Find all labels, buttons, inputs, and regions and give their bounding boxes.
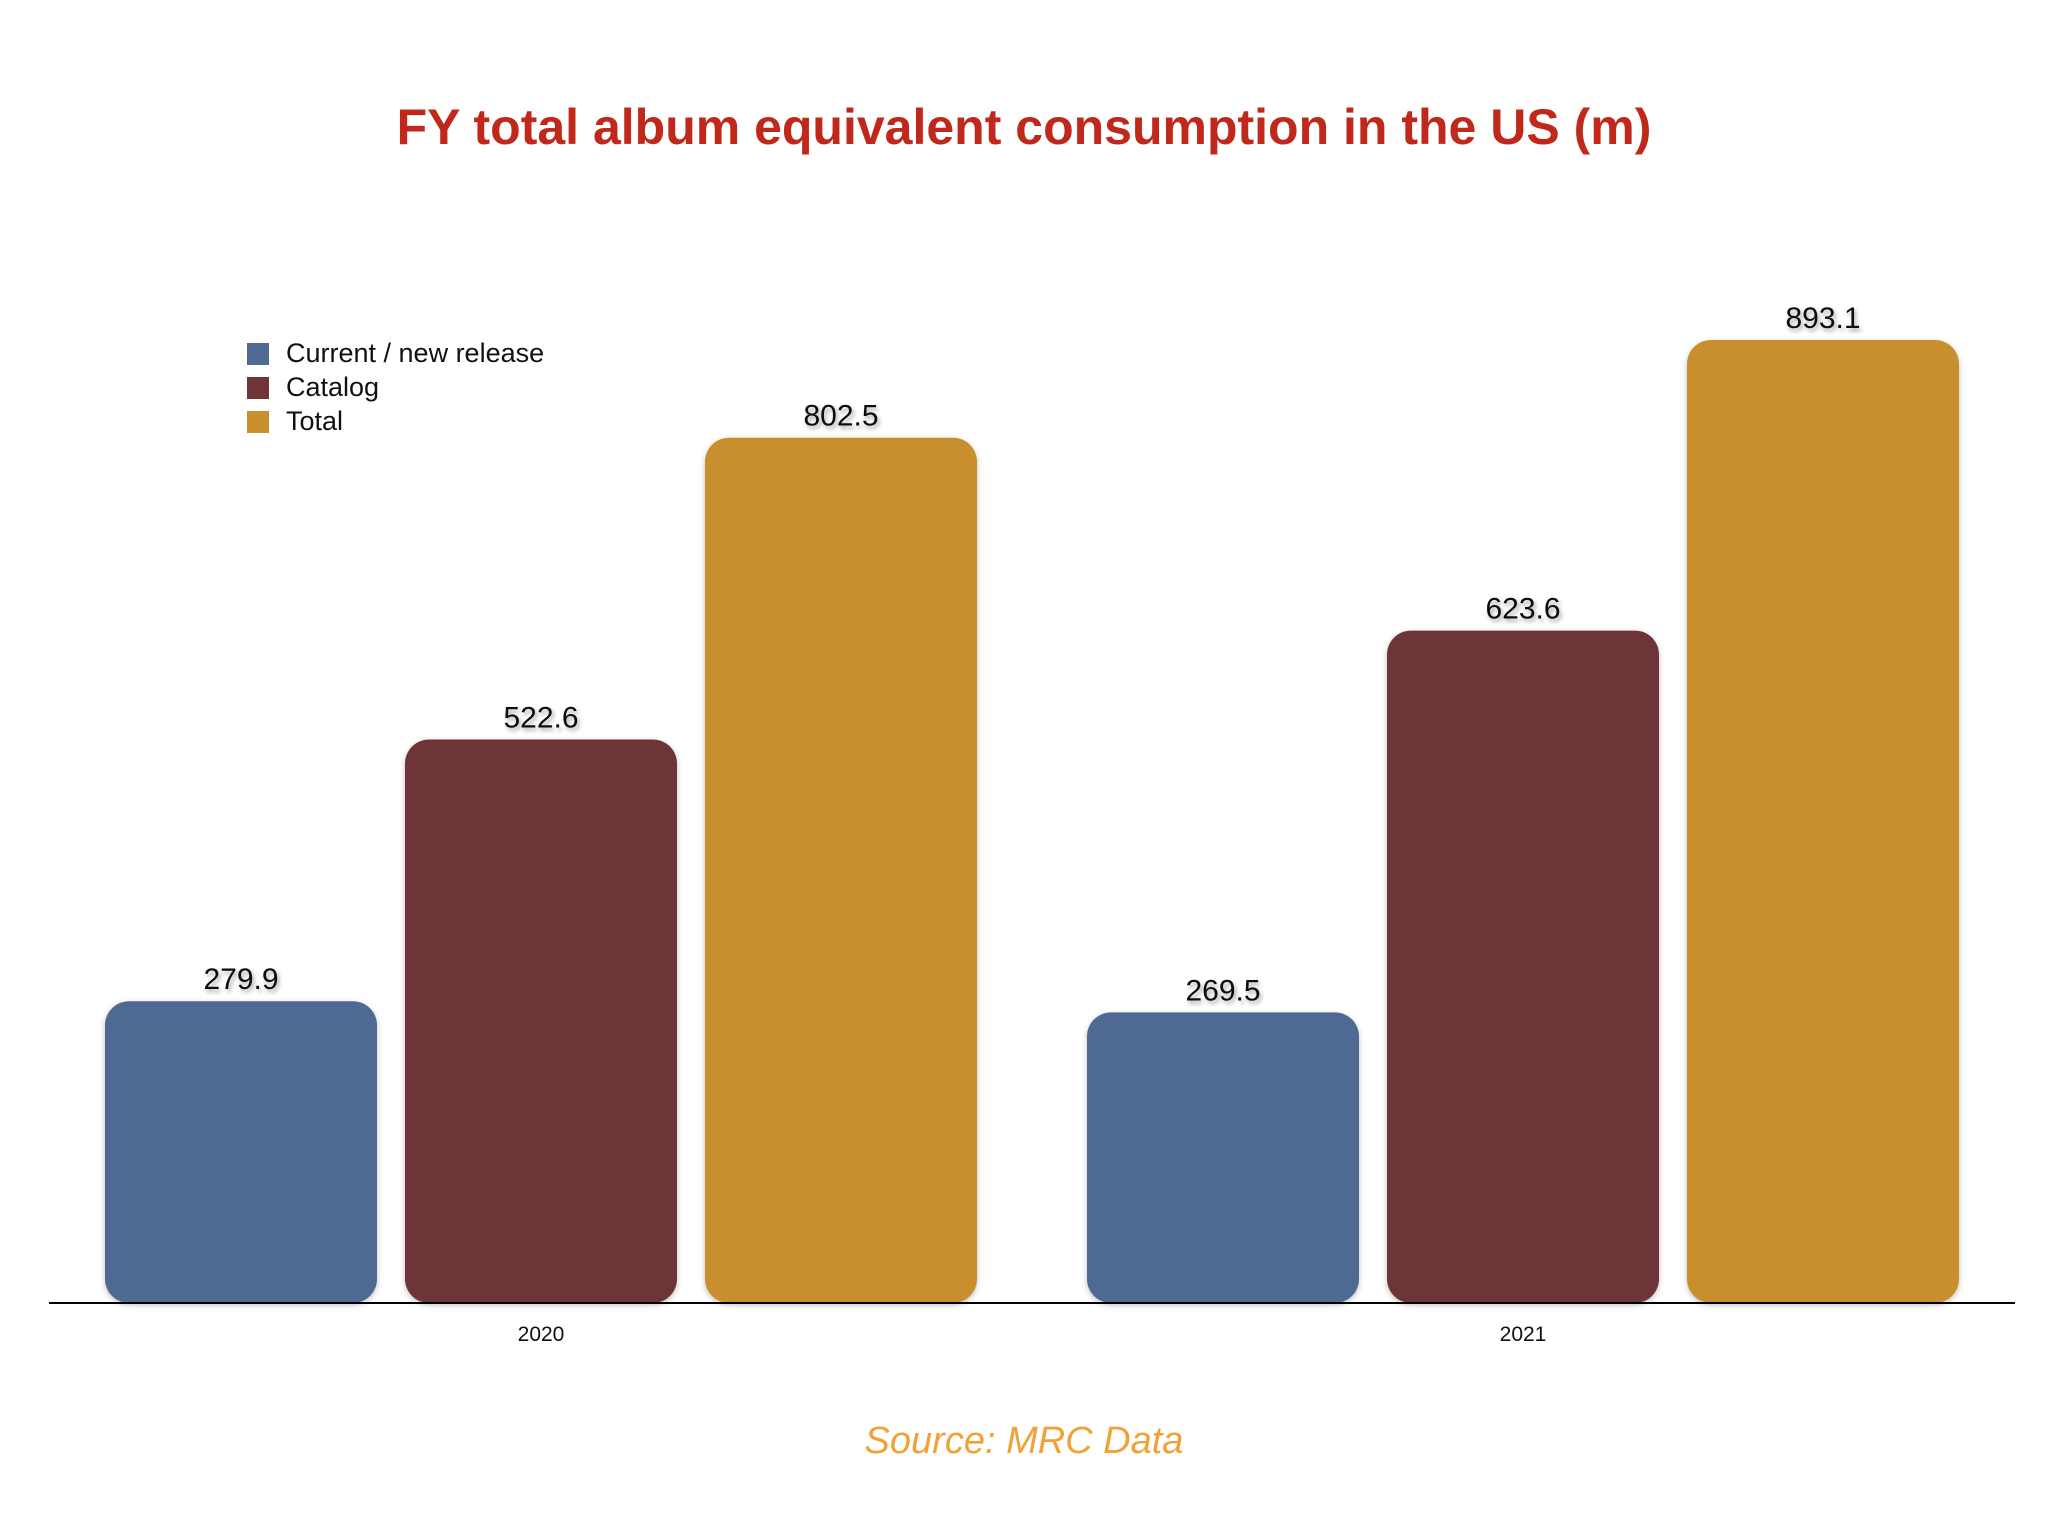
- legend-swatch-current-new-release: [247, 343, 269, 365]
- data-label-total-2020: 802.5: [803, 400, 878, 433]
- data-label-catalog-2021: 623.6: [1485, 593, 1560, 626]
- x-tick-labels: 2020 2021: [518, 1323, 1547, 1346]
- bar-total-2021: [1687, 340, 1959, 1303]
- chart-title: FY total album equivalent consumption in…: [396, 99, 1652, 155]
- legend-label-catalog: Catalog: [286, 372, 379, 402]
- bar-catalog-2020: [405, 739, 677, 1303]
- source-note: Source: MRC Data: [864, 1420, 1184, 1462]
- bar-current-new-release-2020: [105, 1001, 377, 1303]
- legend-label-current-new-release: Current / new release: [286, 338, 544, 368]
- data-label-current-new-release-2021: 269.5: [1185, 974, 1260, 1007]
- bar-catalog-2021: [1387, 630, 1659, 1303]
- data-label-total-2021: 893.1: [1785, 302, 1860, 335]
- legend-swatch-total: [247, 411, 269, 433]
- bar-current-new-release-2021: [1087, 1012, 1359, 1303]
- bars-layer: [105, 340, 1959, 1303]
- bar-total-2020: [705, 437, 977, 1303]
- value-labels-layer: 279.9 522.6 802.5 269.5 623.6 893.1: [203, 302, 1860, 1007]
- legend: Current / new release Catalog Total: [247, 338, 544, 436]
- legend-swatch-catalog: [247, 377, 269, 399]
- x-tick-label-2020: 2020: [518, 1323, 565, 1346]
- data-label-catalog-2020: 522.6: [503, 701, 578, 734]
- data-label-current-new-release-2020: 279.9: [203, 963, 278, 996]
- x-tick-label-2021: 2021: [1500, 1323, 1547, 1346]
- legend-label-total: Total: [286, 406, 343, 436]
